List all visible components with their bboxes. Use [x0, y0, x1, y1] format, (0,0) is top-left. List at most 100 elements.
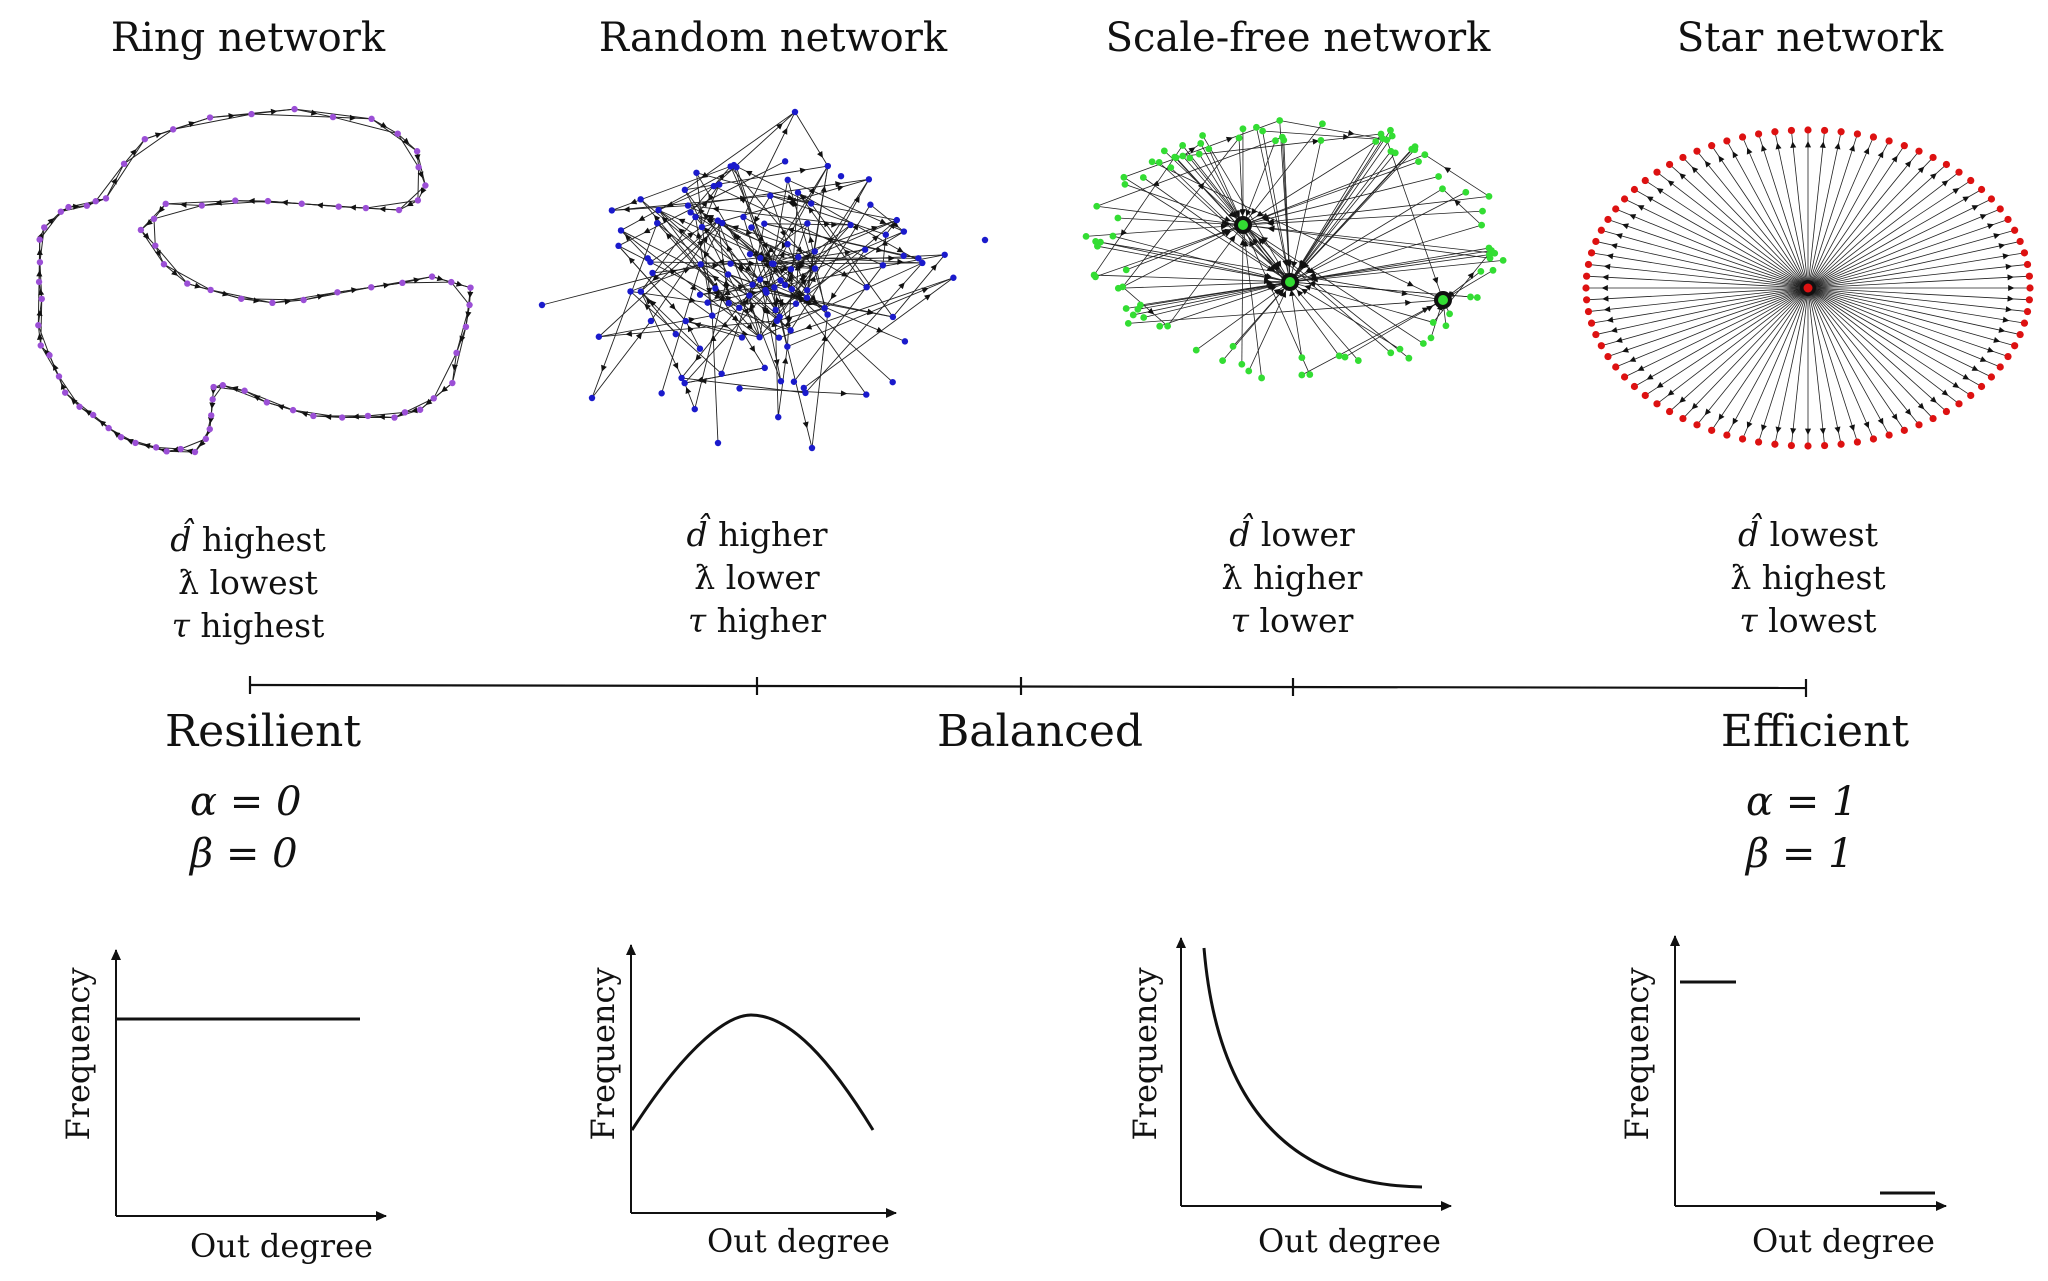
random-arrow — [924, 294, 931, 301]
star-arrow — [1746, 147, 1753, 155]
random-node — [658, 390, 665, 397]
star-node — [1853, 130, 1861, 138]
random-arrow — [701, 172, 709, 179]
scale-free-edge — [1202, 135, 1291, 283]
ring-node — [415, 164, 422, 171]
random-node — [615, 242, 622, 250]
ring-edge — [402, 281, 452, 284]
ring-arrow — [324, 413, 332, 420]
random-node — [863, 391, 870, 398]
ring-node — [152, 242, 159, 249]
ring-arrow — [459, 335, 466, 343]
scale-free-node — [1114, 284, 1122, 292]
random-node — [781, 158, 789, 165]
star-arrow — [1615, 337, 1623, 343]
scale-free-node — [1489, 266, 1497, 274]
plot1-xlabel: Out degree — [190, 1227, 373, 1265]
star-edge — [1807, 275, 2030, 289]
random-node — [800, 384, 807, 392]
star-edge — [1586, 275, 1809, 289]
ring-edge — [153, 218, 156, 246]
random-node — [915, 255, 922, 262]
random-node — [941, 251, 948, 258]
scale-free-node — [1245, 367, 1253, 375]
ring-node — [289, 406, 297, 414]
ring-node — [210, 383, 217, 391]
random-arrow — [773, 266, 779, 274]
scale-free-edge — [1242, 161, 1419, 226]
ring-node — [120, 160, 128, 168]
random-arrow — [646, 297, 653, 305]
efficient-label: Efficient — [1720, 706, 1910, 757]
random-arrow — [836, 185, 844, 192]
scale-free-edge — [1289, 247, 1490, 283]
random-tau-value: higher — [716, 601, 827, 640]
star-arrow — [1679, 173, 1687, 180]
random-node — [681, 379, 688, 387]
star-arrow — [1761, 424, 1767, 432]
star-node — [1630, 382, 1639, 391]
scale-free-node — [1124, 319, 1132, 327]
scale-free-node — [1155, 158, 1163, 166]
ring-arrow — [436, 275, 444, 282]
scale-free-node — [1467, 293, 1474, 301]
star-arrow — [2007, 295, 2014, 302]
ring-arrow — [417, 171, 424, 179]
random-arrow — [888, 255, 895, 262]
ring-arrow — [465, 311, 472, 319]
star-node — [1869, 435, 1878, 443]
ring-arrow — [84, 410, 92, 416]
scale-free-arrow — [1229, 235, 1236, 242]
ring-node — [36, 259, 44, 266]
random-node — [767, 192, 774, 199]
ring-node — [448, 278, 455, 286]
random-node — [756, 276, 764, 283]
star-node — [1592, 330, 1600, 339]
scale-free-edge — [1174, 133, 1382, 158]
scale-free-arrow — [1432, 277, 1439, 284]
star-arrow — [1679, 396, 1687, 403]
star-arrow — [1732, 417, 1739, 425]
scale-free-arrow — [1312, 138, 1320, 145]
ring-arrow — [349, 114, 357, 121]
random-arrow — [792, 200, 799, 207]
star-arrow — [1646, 373, 1654, 380]
star-arrow — [1971, 205, 1979, 211]
ring-node — [449, 379, 456, 387]
random-arrow — [830, 292, 837, 300]
random-node — [761, 220, 768, 227]
scale-free-edge — [1289, 281, 1401, 350]
scale-free-hub — [1238, 220, 1248, 230]
ring-arrow — [47, 217, 55, 225]
random-arrow — [635, 332, 643, 340]
ring-edge — [433, 352, 457, 399]
ring-node — [269, 299, 276, 307]
random-node — [691, 405, 698, 413]
star-edge — [1601, 229, 1809, 289]
scale-free-edge — [1122, 137, 1240, 288]
alpha-left: α = 0 — [190, 779, 302, 825]
random-arrow — [653, 214, 661, 222]
star-arrow — [1941, 180, 1949, 187]
random-node — [901, 338, 909, 345]
ring-arrow — [60, 382, 67, 390]
ring-node — [150, 215, 158, 223]
random-node — [627, 288, 634, 295]
scale-free-node — [1140, 314, 1148, 321]
random-node — [693, 169, 700, 176]
ring-node — [191, 448, 199, 456]
star-arrow — [1637, 205, 1645, 211]
random-node — [808, 444, 816, 452]
star-node — [1955, 168, 1963, 176]
ring-edge — [417, 167, 420, 201]
ring-edge — [371, 118, 418, 152]
star-arrow — [1646, 196, 1654, 203]
ring-arrow — [383, 282, 390, 289]
star-arrow — [1971, 365, 1979, 371]
star-node — [1787, 441, 1796, 450]
star-node — [2025, 272, 2033, 280]
random-node — [811, 265, 819, 272]
random-arrow — [808, 187, 815, 195]
scale-free-edge — [1289, 188, 1443, 283]
ring-metrics: d̂ highest ƛ lowest τ highest — [170, 520, 326, 645]
